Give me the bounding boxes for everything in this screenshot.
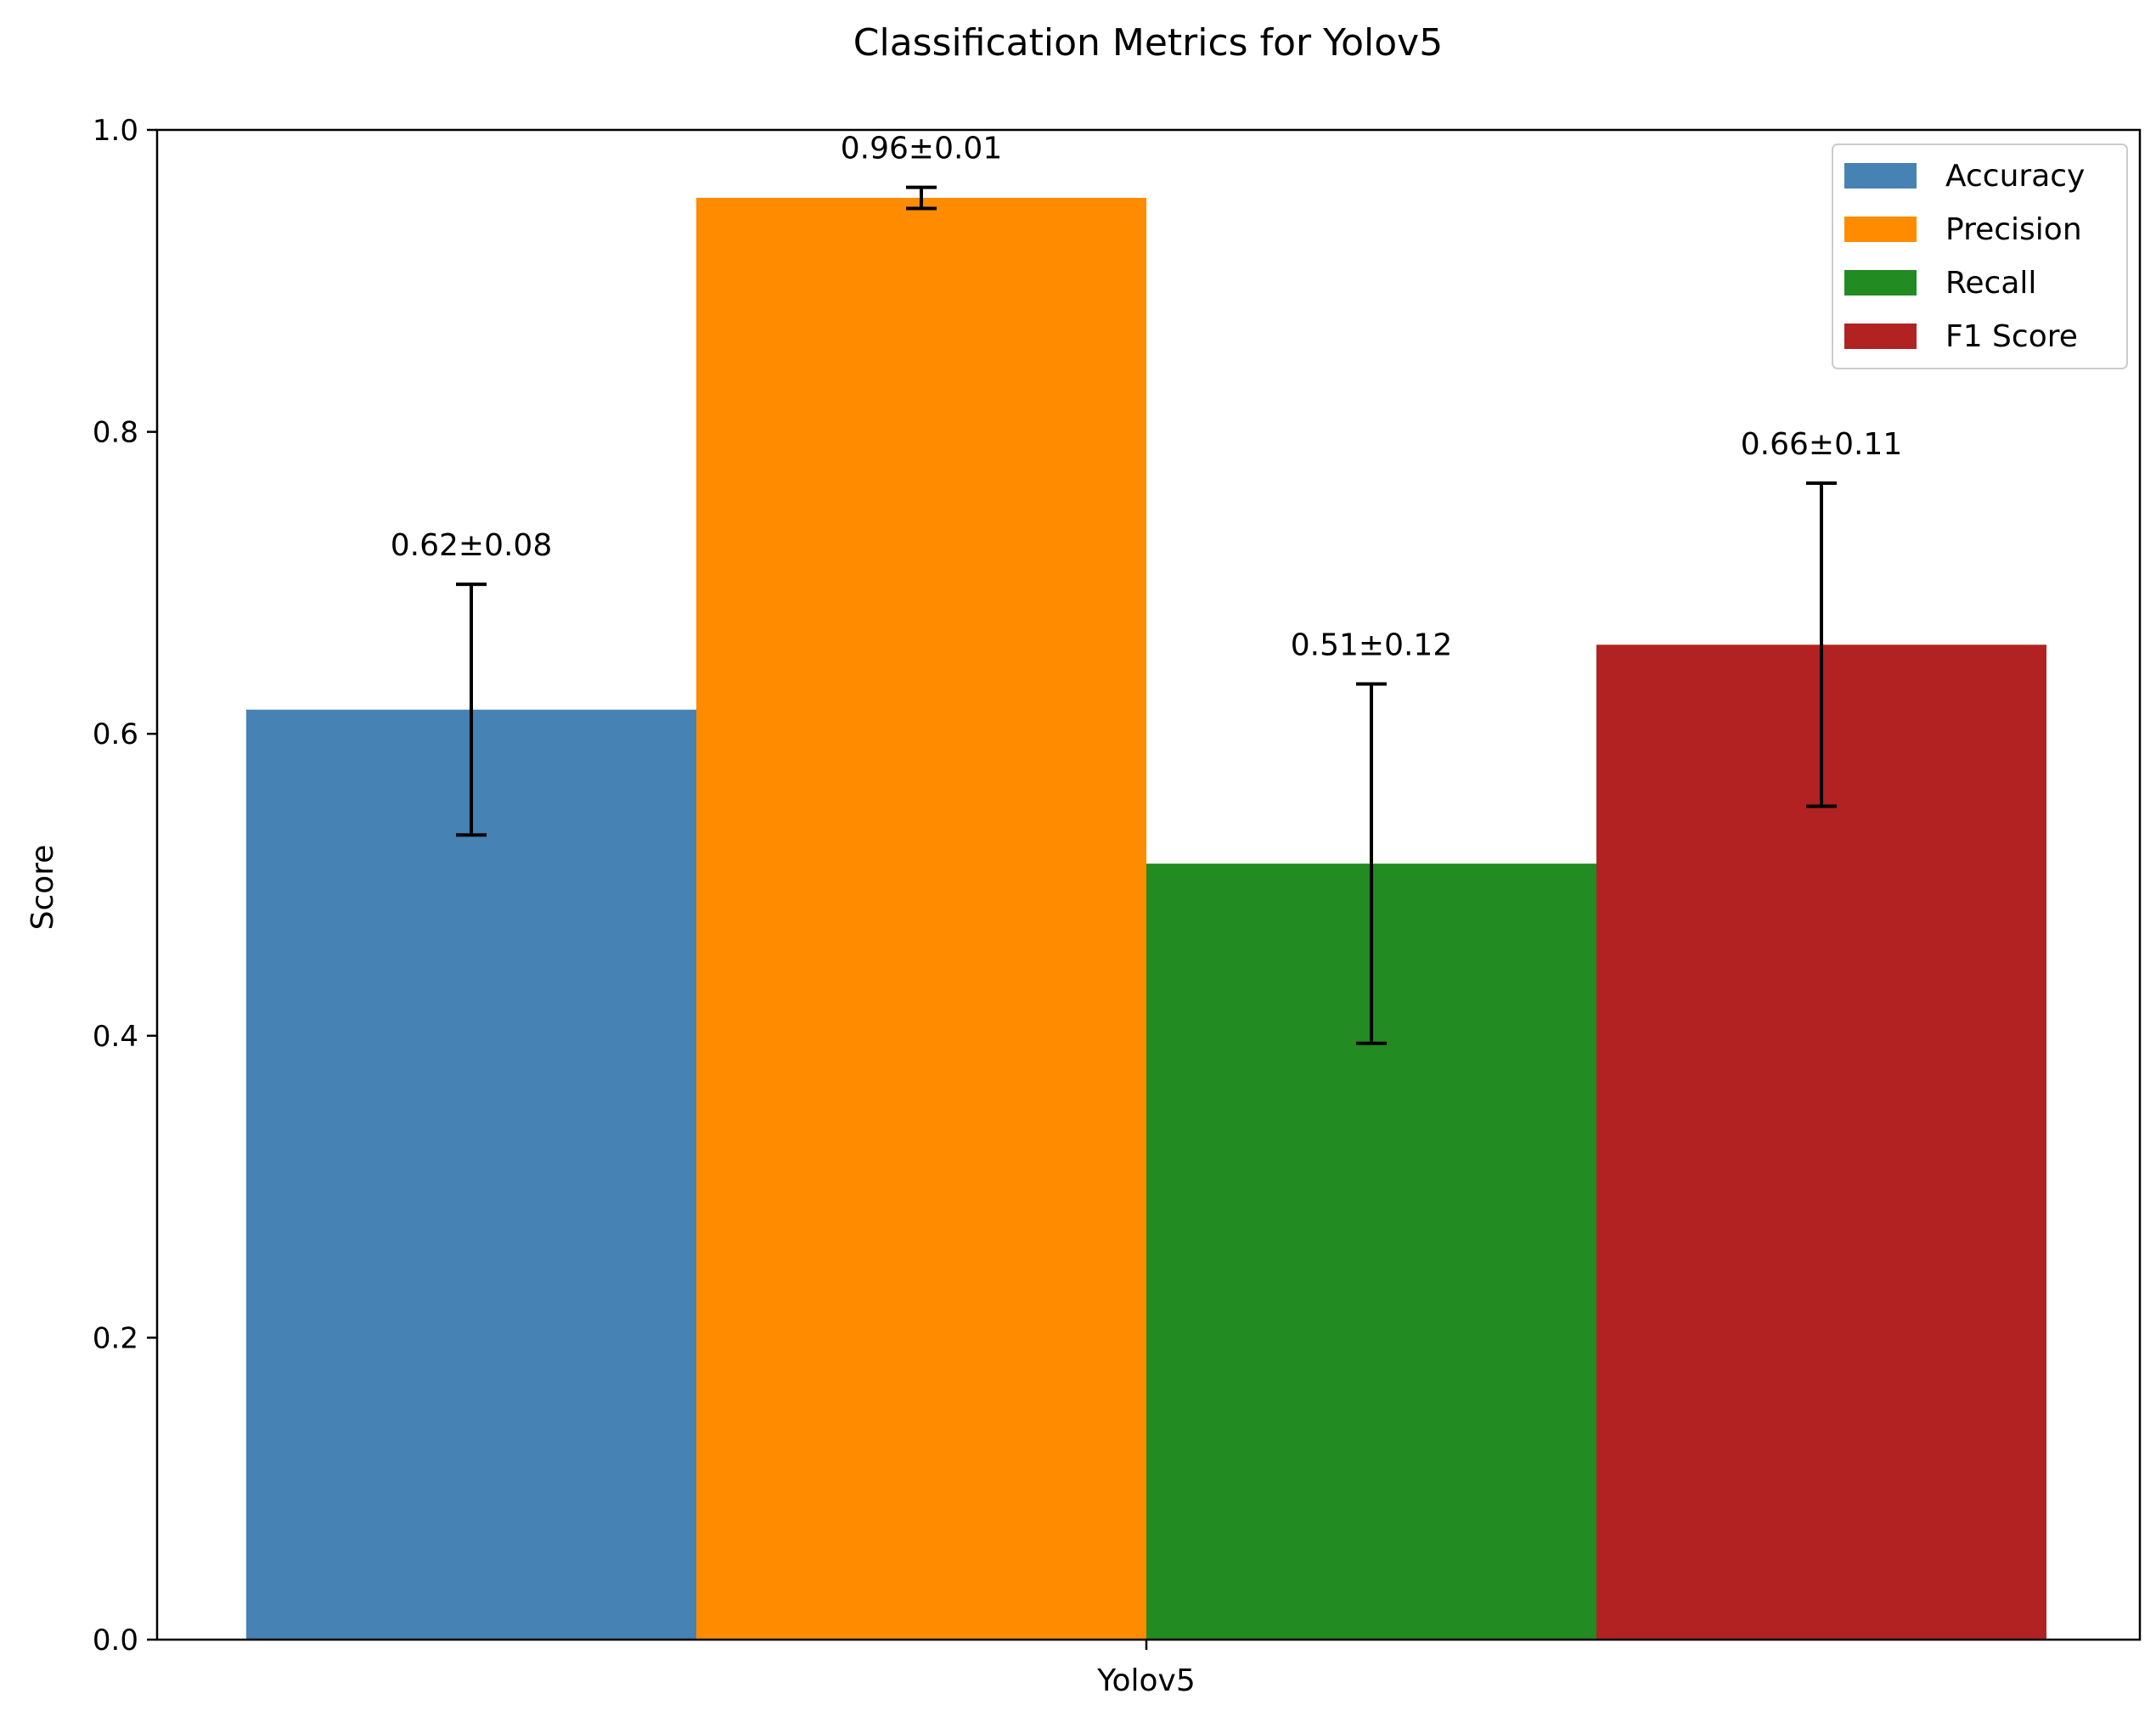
value-label-accuracy: 0.62±0.08 xyxy=(391,528,552,563)
legend: Accuracy Precision Recall F1 Score xyxy=(1832,144,2128,369)
bar-f1-score xyxy=(1596,644,2046,1640)
value-label-recall: 0.51±0.12 xyxy=(1291,628,1452,663)
x-axis: Yolov5 xyxy=(1096,1640,1196,1698)
legend-box xyxy=(1832,144,2128,369)
legend-swatch-recall xyxy=(1844,270,1917,295)
y-axis: 0.0 0.2 0.4 0.6 0.8 1.0 xyxy=(93,114,157,1657)
bar-precision xyxy=(696,198,1146,1640)
error-bars-group xyxy=(456,185,1837,1045)
legend-label-precision: Precision xyxy=(1945,212,2082,247)
y-tick-label: 0.8 xyxy=(93,416,138,450)
legend-swatch-accuracy xyxy=(1844,163,1917,189)
bar-accuracy xyxy=(246,709,696,1640)
chart-title: Classification Metrics for Yolov5 xyxy=(853,21,1443,65)
value-labels-group: 0.62±0.08 0.96±0.01 0.51±0.12 0.66±0.11 xyxy=(391,132,1902,663)
legend-label-recall: Recall xyxy=(1945,266,2036,301)
legend-swatch-precision xyxy=(1844,217,1917,242)
y-tick-label: 0.6 xyxy=(93,718,138,751)
y-axis-label: Score xyxy=(25,845,60,931)
value-label-f1-score: 0.66±0.11 xyxy=(1741,427,1902,462)
plot-frame xyxy=(155,128,2142,1641)
y-tick-label: 0.2 xyxy=(93,1321,138,1355)
y-tick-label: 0.4 xyxy=(93,1020,138,1054)
value-label-precision: 0.96±0.01 xyxy=(841,132,1002,166)
x-tick-label: Yolov5 xyxy=(1096,1663,1195,1698)
legend-label-accuracy: Accuracy xyxy=(1945,159,2085,194)
legend-swatch-f1-score xyxy=(1844,324,1917,349)
legend-label-f1-score: F1 Score xyxy=(1945,319,2078,354)
y-tick-label: 1.0 xyxy=(93,114,138,148)
y-tick-label: 0.0 xyxy=(93,1624,138,1657)
